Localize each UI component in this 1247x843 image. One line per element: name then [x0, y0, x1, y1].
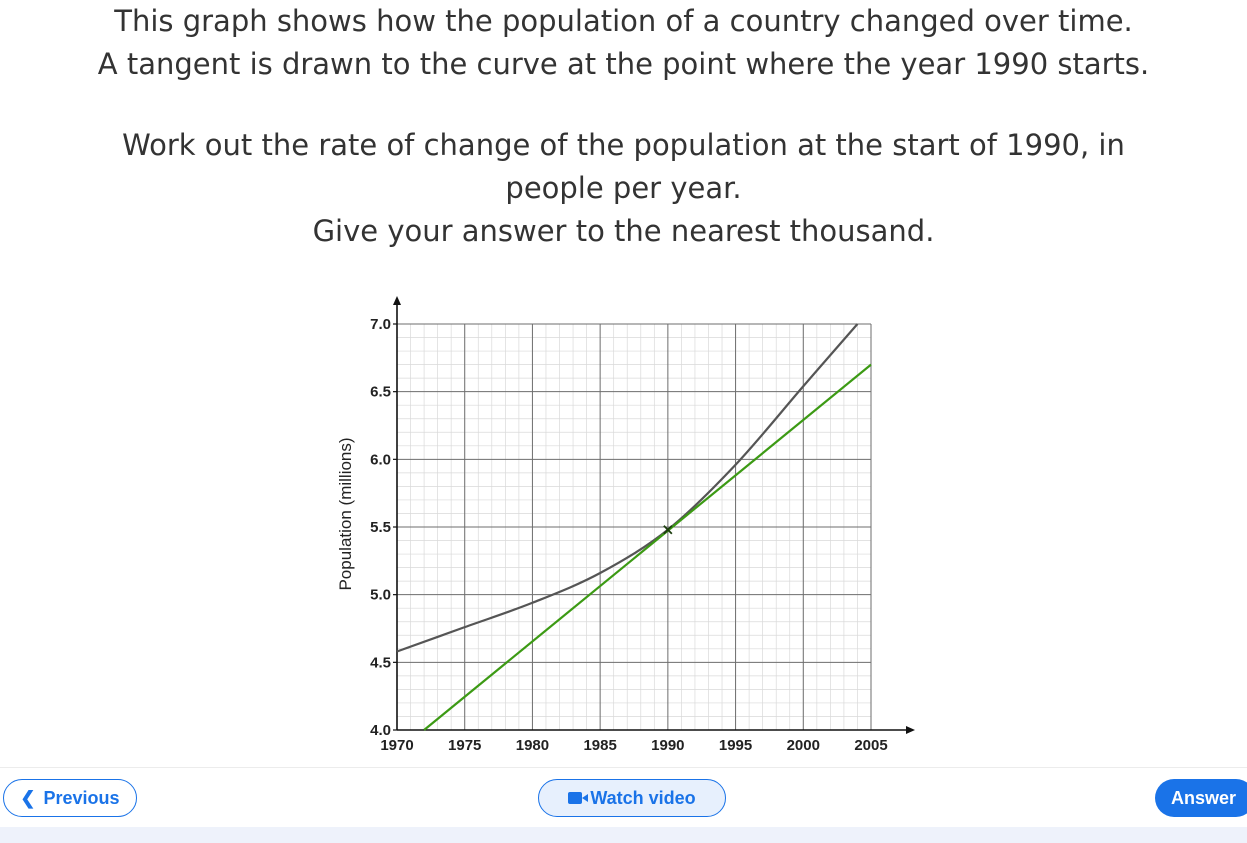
answer-label: Answer [1171, 787, 1237, 808]
y-axis-arrow [393, 296, 401, 305]
tangent-line [423, 363, 872, 731]
series-layer [396, 323, 872, 731]
previous-label: Previous [43, 787, 120, 808]
x-tick-label: 1970 [380, 737, 413, 754]
y-tick-label: 5.5 [370, 519, 391, 536]
question-line-4: people per year. [505, 171, 742, 205]
divider [0, 767, 1247, 768]
question-line-2: A tangent is drawn to the curve at the p… [97, 47, 1150, 81]
axes [393, 296, 915, 734]
x-tick-label: 1980 [516, 737, 549, 754]
population-curve [396, 323, 859, 653]
marked-point-1990 [663, 525, 673, 535]
watch-video-label: Watch video [590, 787, 696, 808]
answer-button[interactable]: Answer [1155, 779, 1247, 817]
y-tick-labels: 4.0 4.5 5.0 5.5 6.0 6.5 7.0 [370, 316, 397, 739]
x-tick-label: 2000 [787, 737, 820, 754]
bottom-band [0, 827, 1247, 843]
x-tick-label: 1985 [583, 737, 616, 754]
question-line-3: Work out the rate of change of the popul… [122, 128, 1125, 162]
y-tick-label: 4.0 [370, 722, 391, 739]
previous-button[interactable]: ❮ Previous [3, 779, 137, 817]
x-tick-label: 1995 [719, 737, 752, 754]
x-tick-labels: 1970 1975 1980 1985 1990 1995 2000 2005 [380, 737, 887, 754]
bottom-navigation: ❮ Previous Watch video Answer [0, 767, 1247, 843]
x-tick-label: 2005 [854, 737, 887, 754]
x-tick-label: 1975 [448, 737, 481, 754]
question-line-1: This graph shows how the population of a… [114, 4, 1133, 38]
y-axis-label: Population (millions) [336, 437, 355, 590]
video-camera-icon [568, 792, 589, 804]
y-tick-label: 4.5 [370, 654, 391, 671]
y-tick-label: 7.0 [370, 316, 391, 333]
x-tick-label: 1990 [651, 737, 684, 754]
y-tick-label: 6.5 [370, 384, 391, 401]
y-tick-label: 5.0 [370, 587, 391, 604]
population-graph: 1970 1975 1980 1985 1990 1995 2000 2005 4.0 4.5 5… [336, 296, 915, 754]
x-axis-arrow [906, 726, 915, 734]
y-tick-label: 6.0 [370, 451, 391, 468]
watch-video-button[interactable]: Watch video [538, 779, 726, 817]
chevron-left-icon: ❮ [20, 787, 36, 808]
question-line-5: Give your answer to the nearest thousand… [312, 214, 935, 248]
grid-major [396, 323, 872, 731]
